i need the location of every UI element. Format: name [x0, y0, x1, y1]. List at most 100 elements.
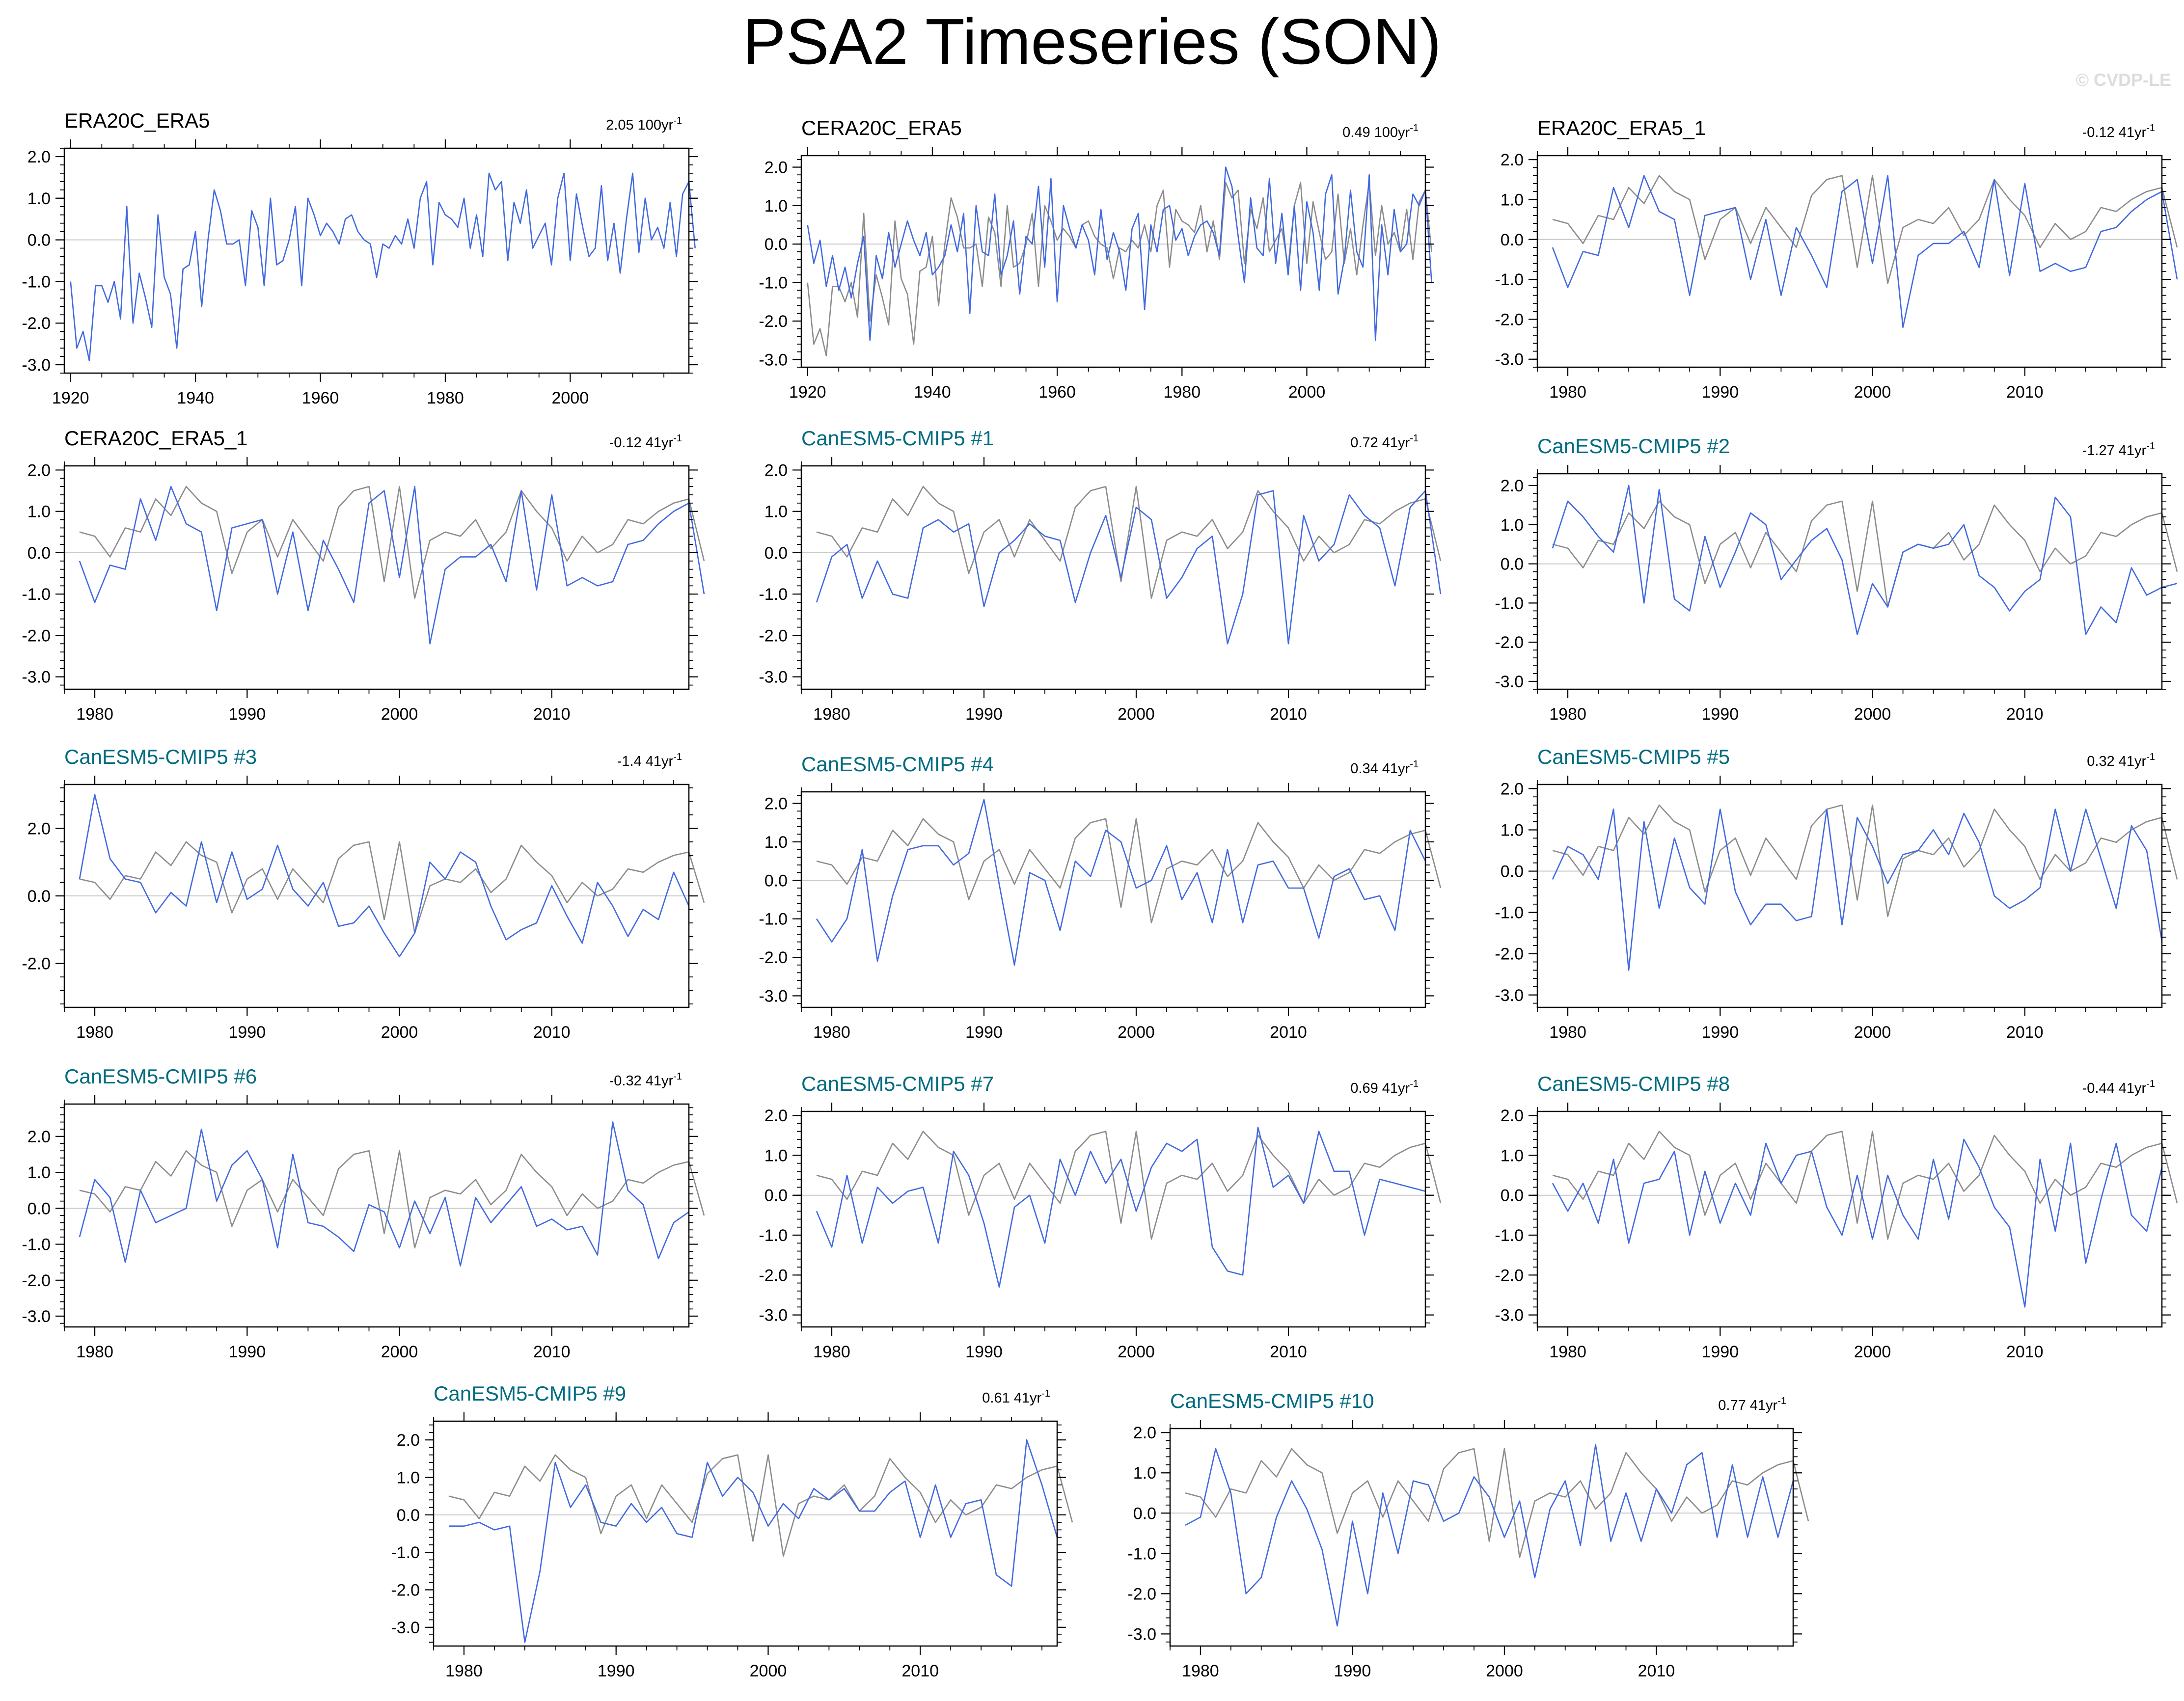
y-tick-label: -3.0 [1495, 1306, 1524, 1325]
y-tick-label: -3.0 [1495, 673, 1524, 691]
chart-panel: 2.0 1.0 0.0 -1.0 -2.0 -3.0 1980 1990 2000 2010 Can… [759, 753, 1442, 1042]
y-tick-label: 1.0 [1501, 821, 1524, 839]
trend-label: -0.12 41yr-1 [609, 433, 682, 451]
y-tick-label: -3.0 [22, 356, 51, 375]
x-tick-label: 1940 [914, 383, 951, 402]
plot-frame [800, 791, 1426, 1008]
model-series-line [807, 166, 1432, 341]
y-tick-label: -3.0 [1495, 351, 1524, 369]
y-tick-label: -1.0 [1495, 1226, 1524, 1245]
chart-panel: 2.0 1.0 0.0 -1.0 -2.0 -3.0 1980 1990 2000 2010 Can… [759, 1072, 1442, 1361]
y-tick-label: 1.0 [27, 189, 51, 208]
y-tick-label: 1.0 [27, 503, 51, 521]
y-tick-label: -2.0 [22, 955, 51, 973]
model-series-line [816, 490, 1442, 645]
obs-series-line [1185, 1448, 1809, 1558]
x-tick-label: 1980 [813, 1023, 850, 1042]
panel-title: CanESM5-CMIP5 #7 [801, 1072, 994, 1095]
y-tick-label: -2.0 [1495, 310, 1524, 329]
y-tick-label: 0.0 [764, 1187, 788, 1205]
y-tick-label: 2.0 [1501, 780, 1524, 798]
chart-panel: 2.0 1.0 0.0 -1.0 -2.0 -3.0 1980 1990 2000 2010 Can… [391, 1382, 1073, 1680]
trend-exponent: -1 [2146, 123, 2155, 134]
model-series-line [79, 486, 705, 645]
y-tick-label: 1.0 [764, 833, 788, 852]
model-series-line [449, 1439, 1058, 1643]
panel-title: CanESM5-CMIP5 #5 [1537, 745, 1730, 768]
x-tick-label: 2000 [551, 389, 589, 407]
x-tick-label: 1990 [965, 705, 1003, 724]
x-tick-label: 1990 [1701, 1023, 1739, 1042]
y-tick-label: 2.0 [764, 461, 788, 480]
y-tick-label: -1.0 [759, 585, 788, 604]
y-tick-label: -2.0 [22, 1271, 51, 1290]
y-tick-label: -1.0 [1495, 594, 1524, 613]
y-tick-label: -2.0 [1495, 945, 1524, 964]
plot-frame [1536, 1110, 2163, 1328]
obs-series-line [807, 182, 1432, 356]
chart-panel: 2.0 1.0 0.0 -1.0 -2.0 -3.0 1980 1990 2000 2010 Can… [1495, 1072, 2178, 1361]
panel-title: CERA20C_ERA5_1 [64, 427, 248, 450]
trend-label: -1.4 41yr-1 [617, 752, 682, 769]
obs-series-line [1552, 1131, 2178, 1240]
trend-exponent: -1 [1410, 1079, 1419, 1089]
y-tick-label: 2.0 [27, 819, 51, 838]
y-tick-label: -3.0 [391, 1619, 420, 1637]
chart-panel: 2.0 1.0 0.0 -1.0 -2.0 -3.0 1980 1990 2000 2010 Can… [1127, 1389, 1809, 1680]
y-tick-label: -1.0 [1127, 1544, 1156, 1563]
y-tick-label: -1.0 [1495, 904, 1524, 922]
obs-series-line [79, 1150, 705, 1249]
x-tick-label: 1980 [813, 705, 850, 724]
y-tick-label: -2.0 [391, 1581, 420, 1600]
x-tick-label: 1990 [1701, 705, 1739, 724]
y-tick-label: 1.0 [397, 1469, 420, 1487]
model-series-line [1552, 1138, 2163, 1308]
model-series-line [816, 799, 1426, 966]
y-tick-label: -3.0 [1495, 986, 1524, 1005]
plot-frame [1536, 155, 2163, 368]
y-tick-label: 1.0 [764, 197, 788, 216]
y-tick-label: -3.0 [759, 1306, 788, 1325]
watermark: © CVDP-LE [2075, 70, 2171, 90]
x-tick-label: 2000 [1854, 705, 1891, 724]
chart-panel: 2.0 0.0 -2.0 1980 1990 2000 2010 CanESM5-CMIP5 … [22, 745, 705, 1042]
model-series-line [1185, 1444, 1794, 1627]
y-tick-label: 0.0 [764, 235, 788, 254]
plot-frame [800, 1110, 1426, 1328]
x-tick-label: 2000 [1118, 705, 1155, 724]
trend-exponent: -1 [673, 1071, 682, 1082]
y-tick-label: 0.0 [397, 1506, 420, 1525]
y-tick-label: 1.0 [764, 503, 788, 521]
x-tick-label: 2010 [1270, 705, 1307, 724]
model-series-line [70, 172, 696, 361]
y-tick-label: 0.0 [764, 544, 788, 563]
trend-label: 0.49 100yr-1 [1342, 123, 1419, 140]
x-tick-label: 2010 [2006, 383, 2044, 402]
panel-title: CERA20C_ERA5 [801, 116, 962, 139]
y-tick-label: 0.0 [27, 544, 51, 563]
x-tick-label: 2010 [2006, 1023, 2044, 1042]
plot-frame [1536, 473, 2163, 690]
x-tick-label: 1980 [76, 1023, 113, 1042]
x-tick-label: 1990 [1334, 1662, 1371, 1680]
trend-exponent: -1 [1041, 1388, 1050, 1399]
panel-title: CanESM5-CMIP5 #10 [1170, 1389, 1374, 1412]
y-tick-label: 0.0 [1501, 1187, 1524, 1205]
x-tick-label: 2010 [1270, 1343, 1307, 1361]
y-tick-label: 0.0 [27, 231, 51, 250]
plot-frame [1536, 783, 2163, 1008]
y-tick-label: -3.0 [759, 987, 788, 1005]
x-tick-label: 2000 [1486, 1662, 1523, 1680]
y-tick-label: -2.0 [759, 1266, 788, 1285]
y-tick-label: 1.0 [1501, 190, 1524, 209]
y-tick-label: 0.0 [27, 1199, 51, 1218]
y-tick-label: -1.0 [759, 910, 788, 929]
y-tick-label: 0.0 [1133, 1504, 1156, 1523]
x-tick-label: 1980 [76, 1343, 113, 1361]
trend-label: 0.34 41yr-1 [1350, 759, 1419, 777]
x-tick-label: 1980 [1549, 705, 1586, 724]
x-tick-label: 2000 [1288, 383, 1326, 402]
y-tick-label: -2.0 [22, 626, 51, 645]
